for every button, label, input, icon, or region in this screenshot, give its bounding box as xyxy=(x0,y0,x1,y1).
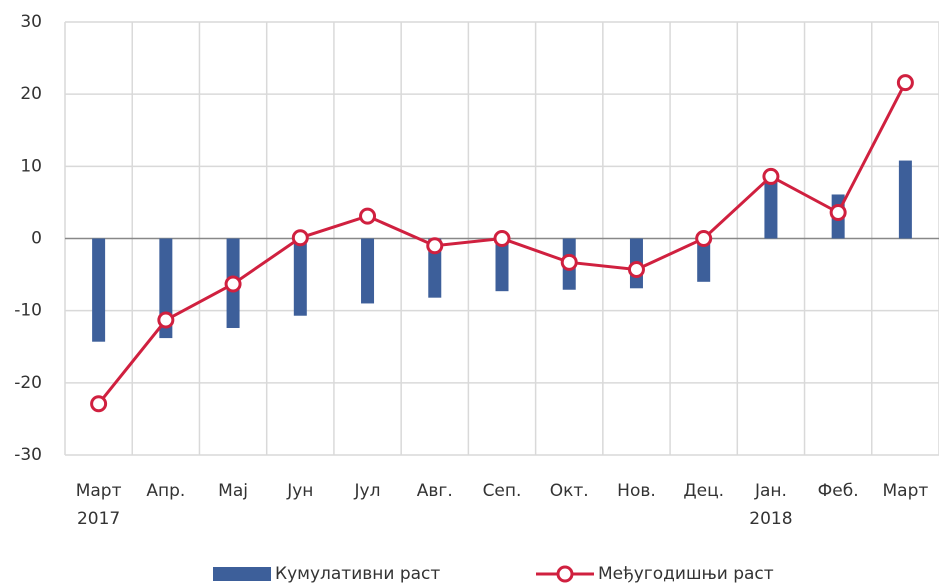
y-tick-label: -30 xyxy=(14,445,42,465)
y-tick-label: 0 xyxy=(31,229,42,249)
y-tick-label: 10 xyxy=(20,156,42,176)
y-tick-label: 30 xyxy=(20,12,42,32)
bar xyxy=(764,174,778,239)
marker xyxy=(762,167,780,185)
y-tick-label: -10 xyxy=(14,301,42,321)
bar xyxy=(697,238,711,282)
x-tick-label: Феб. xyxy=(818,481,859,501)
marker xyxy=(90,395,108,413)
x-tick-label: Март 2017 xyxy=(76,481,122,529)
marker xyxy=(426,237,444,255)
marker xyxy=(493,230,511,247)
legend-label: Кумулативни раст xyxy=(275,564,440,583)
bar xyxy=(293,238,307,316)
y-tick-label: -20 xyxy=(14,373,42,393)
marker xyxy=(829,204,847,222)
x-tick-label: Мај xyxy=(218,481,248,501)
bar xyxy=(361,238,375,304)
marker xyxy=(291,229,309,247)
x-tick-label: Апр. xyxy=(146,481,185,501)
x-tick-label: Јун xyxy=(286,481,313,501)
legend-swatch xyxy=(213,567,271,581)
bar xyxy=(495,238,509,292)
bar xyxy=(92,238,106,342)
x-tick-label: Март xyxy=(882,481,928,501)
marker xyxy=(896,74,914,92)
marker xyxy=(627,261,645,279)
legend-label: Међугодишњи раст xyxy=(598,564,774,583)
x-tick-label: Авг. xyxy=(417,481,453,501)
x-tick-label: Дец. xyxy=(683,481,724,501)
x-tick-label: Сеп. xyxy=(483,481,522,501)
legend-marker xyxy=(556,565,574,583)
x-tick-label: Окт. xyxy=(550,481,589,501)
bar xyxy=(898,160,912,239)
x-tick-label: Јул xyxy=(354,481,381,501)
marker xyxy=(157,311,175,329)
marker xyxy=(359,207,377,225)
x-tick-label: Нов. xyxy=(617,481,656,501)
x-tick-label: Јан. 2018 xyxy=(749,481,792,529)
marker xyxy=(224,275,242,293)
marker xyxy=(560,253,578,271)
y-tick-label: 20 xyxy=(20,84,42,104)
marker xyxy=(695,230,713,247)
